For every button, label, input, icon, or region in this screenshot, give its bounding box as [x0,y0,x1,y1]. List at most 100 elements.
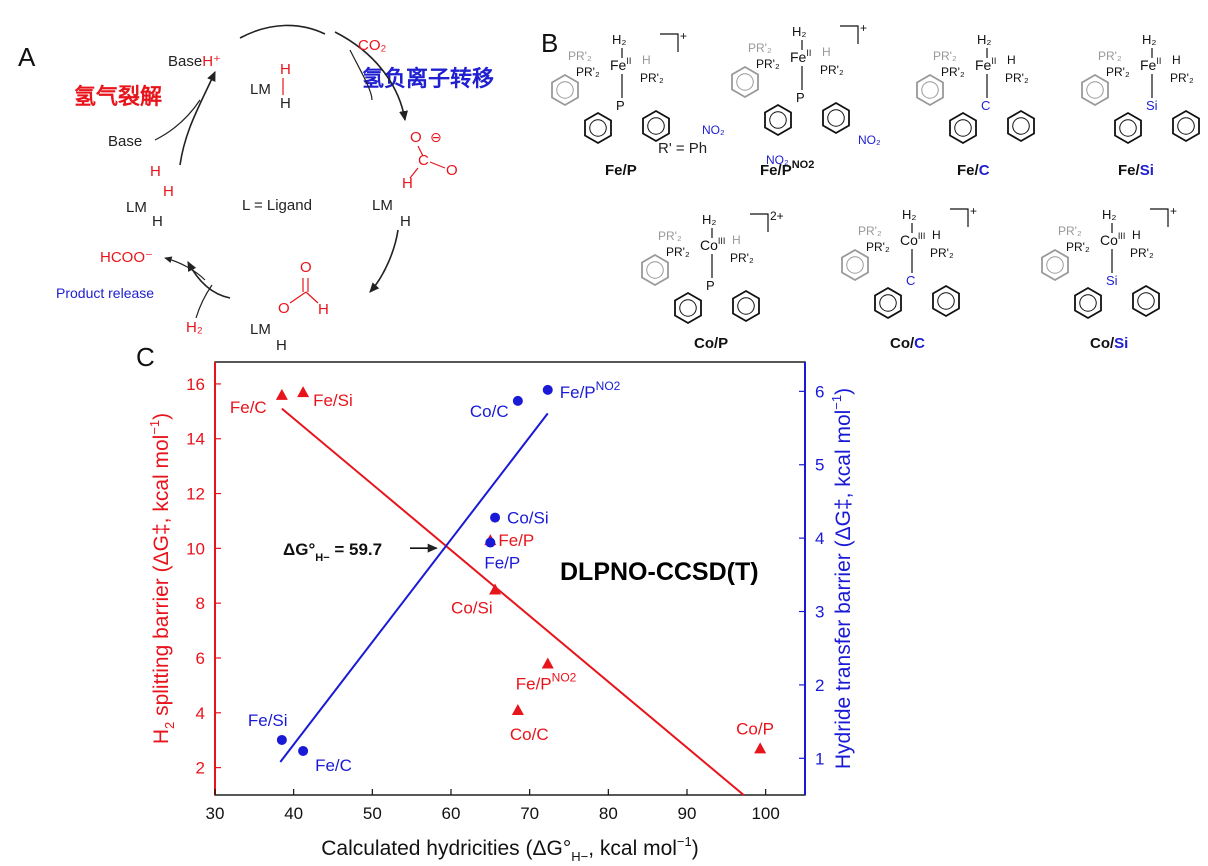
complex-name: Co/C [890,335,925,352]
complex-name: Co/Si [1090,335,1128,352]
co2-in-arrow [349,49,373,101]
complex-bracket [950,208,969,227]
point-label: Fe/C [315,756,352,775]
complex-1: H₂ FeII H PR'₂ PR'₂ PR'₂ P + Fe/P [551,29,687,179]
formate-minus: ⊖ [430,129,442,145]
y-right-tick-label: 1 [815,749,824,768]
complex-h2: H₂ [1102,207,1116,222]
formate-bond-2 [429,161,446,169]
complex-charge: + [970,204,977,218]
phenyl-ring [551,73,579,107]
point-label: Fe/P [498,531,534,550]
lmh-top-h-red: H [280,61,291,78]
x-tick-label: 40 [284,804,303,823]
complex-pr2-back: PR'₂ [933,49,957,63]
complex-pr2-right: PR'₂ [930,246,954,260]
aryl-ring-left [764,103,792,137]
point-label: Fe/C [230,398,267,417]
hcoo-out-arrow [164,256,206,281]
y-right-tick-label: 3 [815,603,824,622]
base-label: Base [108,133,142,150]
complex-bracket [660,33,679,52]
complex-name: Fe/PNO2 [760,159,814,179]
y-right-tick-label: 6 [815,382,824,401]
complex-center-atom: P [616,98,625,113]
lmh-bottom-h: H [276,337,287,354]
phenyl-ring [841,248,869,282]
aryl-ring-left-inner [1079,294,1097,312]
complex-metal: CoIII [900,231,925,248]
complex-h2: H₂ [612,32,626,47]
formate-o-top: O [410,129,422,146]
lmh2-h-red-2: H [163,183,174,200]
triangle-marker [754,742,767,754]
point-label: Co/C [470,402,509,421]
hydricity-chart: 30 40 50 60 70 80 90 100246810121416123456Calcu… [147,361,855,864]
complex-4: H₂ FeII H PR'₂ PR'₂ PR'₂ Si Fe/Si [1081,32,1200,179]
y-left-tick-label: 14 [186,430,205,449]
y-right-axis-label: Hydride transfer barrier (ΔG‡, kcal mol−… [829,388,855,769]
aryl-ring-right-inner [737,297,755,315]
complex-name: Fe/P [605,162,637,179]
formate-o-right: O [446,162,458,179]
point-label: Fe/PNO2 [516,670,577,693]
complex-charge: + [860,21,867,35]
x-tick-label: 90 [678,804,697,823]
label-h2-splitting: 氢气裂解 [74,84,162,110]
point-label: Fe/Si [248,711,288,730]
complex-metal: CoIII [700,236,725,253]
complex-pr2-back: PR'₂ [568,49,592,63]
nitro-group-3: NO₂ [858,133,881,147]
complex-pr2-left: PR'₂ [866,240,890,254]
y-left-axis-label: H2 splitting barrier (ΔG‡, kcal mol−1) [147,413,177,744]
formic-h: H [318,301,329,318]
phenyl-ring-inner [846,256,864,274]
complex-h2: H₂ [902,207,916,222]
aryl-ring-right [732,289,760,323]
triangle-marker [275,388,288,400]
complex-hydride: H [1172,53,1181,67]
circle-marker [298,745,309,756]
aryl-ring-right [932,284,960,318]
complex-hydride: H [932,228,941,242]
formic-o-left: O [278,300,290,317]
lmh-top-h: H [280,95,291,112]
phenyl-ring [916,73,944,107]
complex-metal: FeII [1140,56,1161,73]
x-tick-label: 50 [363,804,382,823]
complex-bracket [750,213,769,232]
fit-line-h2-splitting [281,407,745,796]
complex-bracket [1150,208,1169,227]
complex-pr2-right: PR'₂ [1005,71,1029,85]
aryl-ring-right [1007,109,1035,143]
x-axis-label: Calculated hydricities (ΔG°H−, kcal mol−… [321,834,699,864]
y-left-tick-label: 12 [186,485,205,504]
cycle-arrow-top [239,24,326,39]
circle-marker [512,395,523,406]
aryl-ring-left-inner [954,119,972,137]
aryl-ring-left [584,111,612,145]
y-left-tick-label: 16 [186,375,205,394]
phenyl-ring [1041,248,1069,282]
phenyl-ring-inner [736,73,754,91]
phenyl-ring-inner [1046,256,1064,274]
complex-center-atom: C [906,273,915,288]
complex-h2: H₂ [702,212,716,227]
product-release-label: Product release [56,285,154,301]
aryl-ring-left-inner [769,111,787,129]
complex-7: H₂ CoIII H PR'₂ PR'₂ PR'₂ Si + Co/Si [1041,204,1177,352]
lmh-bottom-lm: LM [250,321,271,338]
complex-name: Fe/C [957,162,990,179]
phenyl-ring-inner [921,81,939,99]
complex-metal: CoIII [1100,231,1125,248]
panel-a-letter: A [18,42,36,72]
complex-h2: H₂ [1142,32,1156,47]
aryl-ring-left [1074,286,1102,320]
cycle-arrow-right [369,229,399,293]
phenyl-ring-inner [556,81,574,99]
y-left-tick-label: 4 [196,704,205,723]
co2-label: CO₂ [358,37,387,54]
point-label: Fe/Si [313,391,353,410]
y-right-tick-label: 2 [815,676,824,695]
